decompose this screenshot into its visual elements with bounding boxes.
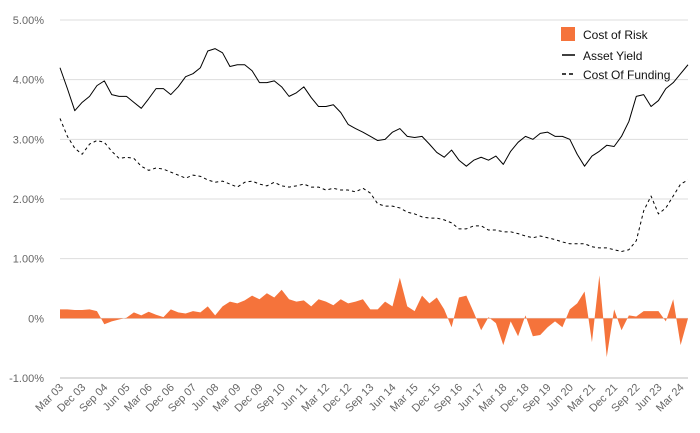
y-tick-label: 4.00% — [13, 75, 44, 87]
y-tick-label: -1.00% — [9, 373, 44, 385]
legend-label-cost-of-risk: Cost of Risk — [583, 28, 649, 42]
line-series-layer — [59, 48, 689, 253]
y-tick-label: 5.00% — [13, 15, 44, 27]
y-tick-label: 1.00% — [13, 254, 44, 266]
cost-of-risk-area — [60, 275, 688, 358]
y-tick-label: 3.00% — [13, 134, 44, 146]
cost-of-risk-area-layer — [60, 275, 688, 358]
y-axis-ticks: -1.00% 0% 1.00% 2.00% 3.00% 4.00% 5.00% — [9, 15, 44, 385]
legend-label-cost-of-funding: Cost Of Funding — [583, 68, 670, 82]
legend: Cost of Risk Asset Yield Cost Of Funding — [561, 27, 670, 82]
y-tick-label: 0% — [28, 313, 44, 325]
asset-yield-line — [59, 48, 689, 167]
cost-of-funding-line — [59, 118, 689, 253]
y-tick-label: 2.00% — [13, 194, 44, 206]
legend-label-asset-yield: Asset Yield — [583, 49, 642, 63]
legend-swatch-cost-of-risk — [561, 27, 575, 41]
